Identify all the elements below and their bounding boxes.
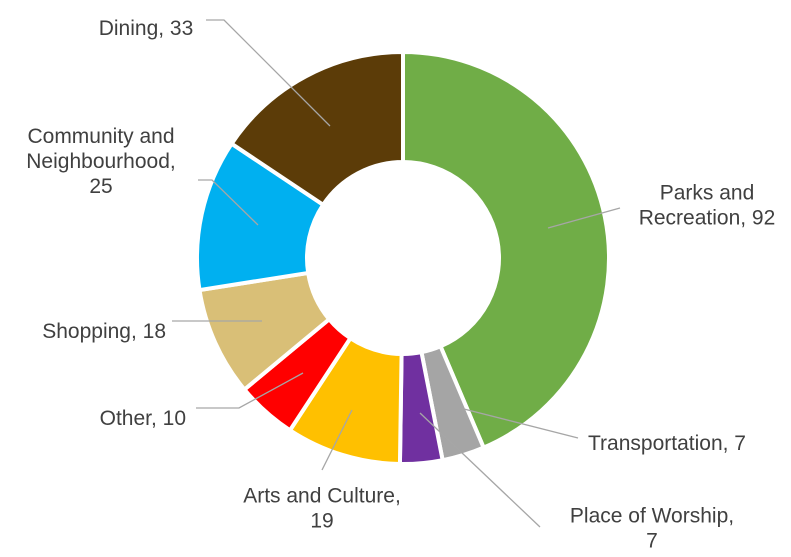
- data-label-other: Other, 10: [100, 407, 186, 430]
- leader-line-parks-and-recreation: [547, 207, 621, 229]
- data-label-shopping: Shopping, 18: [42, 320, 166, 343]
- leader-line-transportation: [459, 407, 579, 439]
- data-label-place-of-worship: Place of Worship, 7: [570, 505, 734, 553]
- data-label-community-and-neighbourhood: Community and Neighbourhood, 25: [26, 125, 175, 198]
- data-label-transportation: Transportation, 7: [588, 432, 746, 455]
- leader-line-other: [196, 372, 304, 409]
- data-label-dining: Dining, 33: [99, 17, 194, 40]
- slice-dining: [228, 49, 405, 208]
- leader-line-dining: [206, 19, 331, 127]
- data-label-arts-and-culture: Arts and Culture, 19: [243, 485, 401, 533]
- leader-line-community-and-neighbourhood: [198, 179, 259, 226]
- data-label-parks-and-recreation: Parks and Recreation, 92: [639, 182, 776, 230]
- slice-parks-and-recreation: [401, 49, 611, 451]
- leader-line-place-of-worship: [419, 412, 541, 528]
- leader-line-arts-and-culture: [321, 409, 353, 471]
